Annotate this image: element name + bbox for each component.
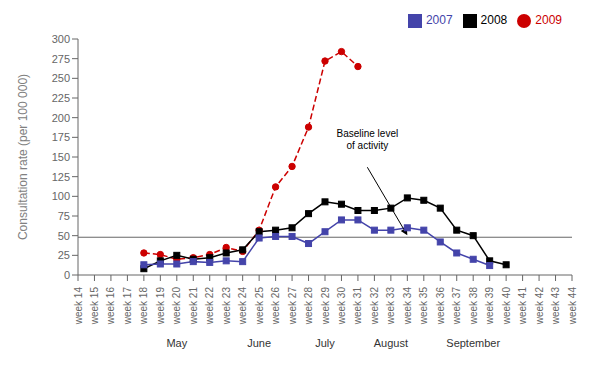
svg-text:August: August [374,337,408,349]
svg-text:week 18: week 18 [138,287,149,326]
svg-text:June: June [247,337,271,349]
svg-text:week 40: week 40 [501,287,512,326]
svg-text:week 42: week 42 [534,287,545,326]
svg-text:week 19: week 19 [155,287,166,326]
svg-text:week 17: week 17 [122,287,133,326]
svg-text:week 22: week 22 [204,287,215,326]
svg-text:week 35: week 35 [418,287,429,326]
svg-text:week 32: week 32 [369,287,380,326]
svg-text:May: May [166,337,187,349]
svg-text:week 38: week 38 [468,287,479,326]
svg-text:Baseline level: Baseline level [336,128,398,139]
svg-text:week 36: week 36 [435,287,446,326]
svg-text:of activity: of activity [346,140,388,151]
svg-text:25: 25 [58,249,70,261]
svg-text:week 37: week 37 [451,287,462,326]
svg-text:week 23: week 23 [221,287,232,326]
svg-text:200: 200 [52,112,70,124]
html-text:2009: 2009 [535,13,562,27]
svg-text:week 20: week 20 [171,287,182,326]
svg-text:week 43: week 43 [550,287,561,326]
svg-text:250: 250 [52,72,70,84]
svg-text:week 30: week 30 [336,287,347,326]
svg-text:week 29: week 29 [320,287,331,326]
svg-text:225: 225 [52,92,70,104]
svg-text:100: 100 [52,190,70,202]
svg-text:Consultation rate (per 100 000: Consultation rate (per 100 000) [16,74,30,240]
svg-text:week 31: week 31 [352,287,363,326]
svg-text:week 26: week 26 [270,287,281,326]
svg-text:50: 50 [58,230,70,242]
svg-text:0: 0 [64,269,70,281]
svg-text:week 21: week 21 [188,287,199,326]
svg-text:week 16: week 16 [105,287,116,326]
svg-text:week 41: week 41 [517,287,528,326]
svg-text:September: September [446,337,500,349]
svg-text:300: 300 [52,33,70,45]
svg-text:week 25: week 25 [254,287,265,326]
svg-text:week 39: week 39 [484,287,495,326]
svg-text:July: July [315,337,335,349]
svg-text:week 44: week 44 [567,287,578,326]
svg-text:175: 175 [52,131,70,143]
svg-text:week 27: week 27 [287,287,298,326]
svg-text:week 34: week 34 [402,287,413,326]
svg-text:275: 275 [52,53,70,65]
svg-text:week 28: week 28 [303,287,314,326]
svg-text:week 33: week 33 [385,287,396,326]
svg-text:week 24: week 24 [237,287,248,326]
svg-text:150: 150 [52,151,70,163]
svg-text:75: 75 [58,210,70,222]
html-text:2007: 2007 [425,13,453,27]
html-text:2008: 2008 [480,13,508,27]
svg-text:125: 125 [52,171,70,183]
svg-text:week 15: week 15 [89,287,100,326]
svg-text:week 14: week 14 [73,287,84,326]
